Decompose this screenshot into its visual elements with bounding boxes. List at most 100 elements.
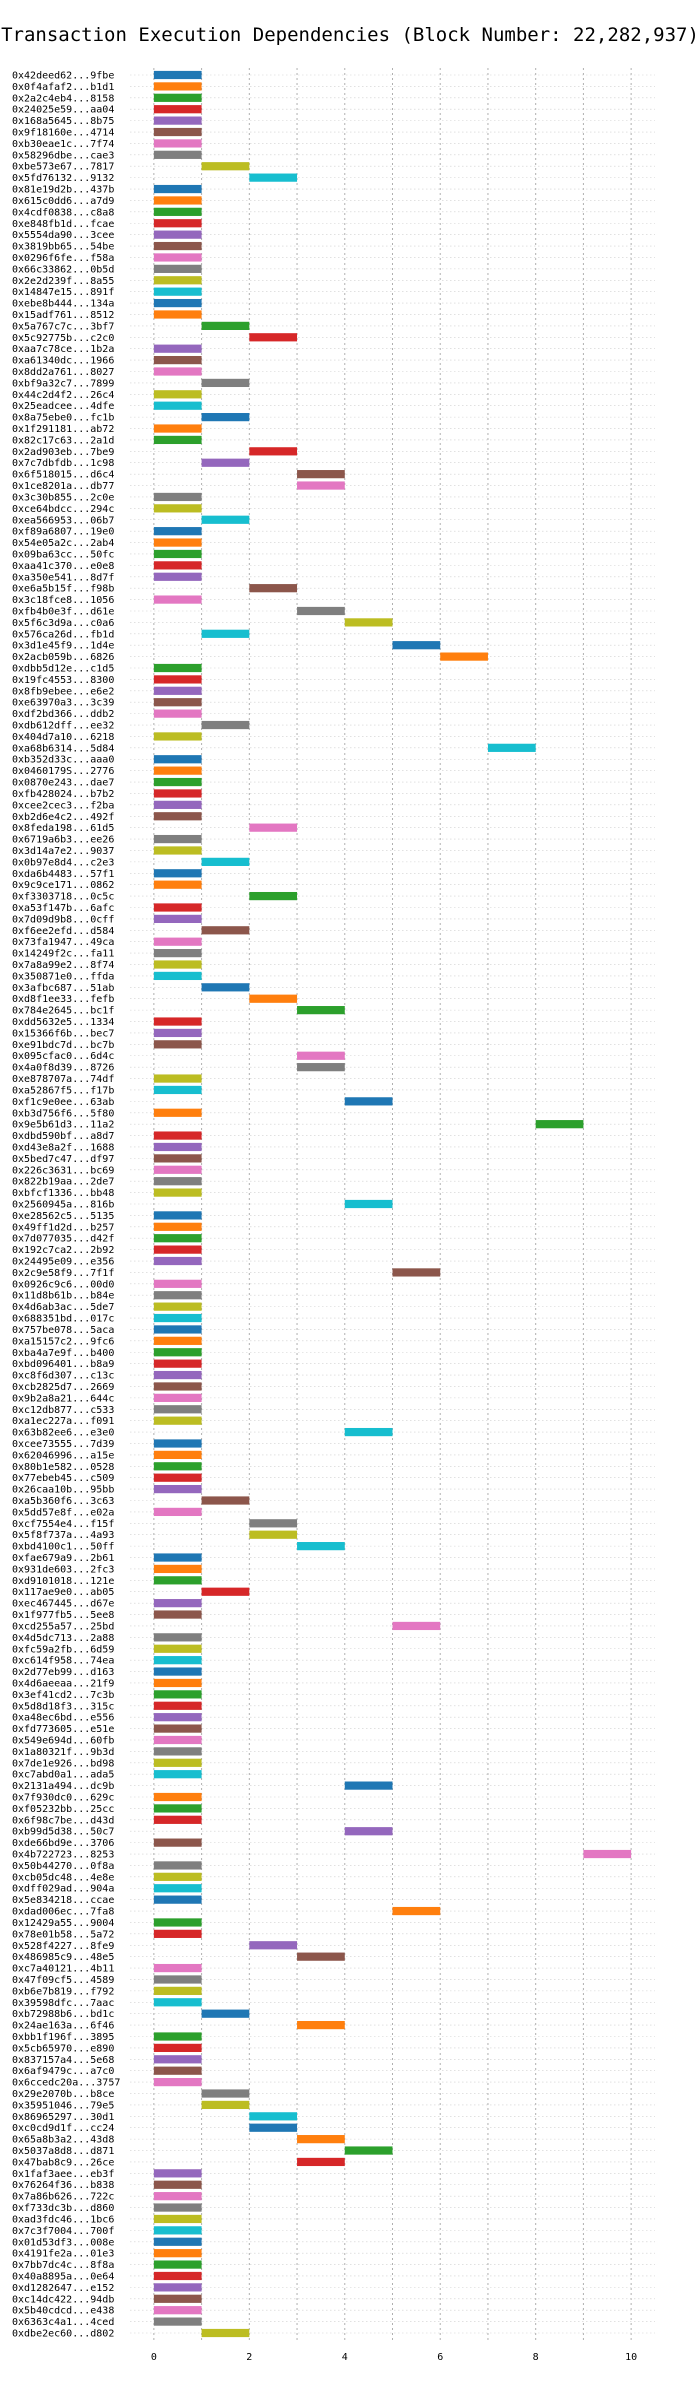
transaction-bar	[153, 492, 202, 502]
y-tick-label: 0x12429a55...9004	[12, 1918, 114, 1929]
y-tick-label: 0x5f6c3d9a...c0a6	[12, 618, 114, 629]
transaction-bar	[153, 1302, 202, 1311]
y-tick-label: 0x1f291181...ab72	[12, 424, 114, 435]
transaction-bar	[583, 1849, 632, 1859]
transaction-bar	[392, 1621, 441, 1631]
transaction-bar	[153, 561, 202, 570]
y-tick-label: 0x3819bb65...54be	[12, 242, 114, 253]
transaction-bar	[153, 1735, 202, 1745]
y-tick-label: 0xa52867f5...f17b	[12, 1085, 114, 1096]
transaction-bar	[153, 1507, 202, 1517]
transaction-bar	[153, 2294, 202, 2303]
transaction-bar	[153, 1667, 202, 1676]
y-tick-label: 0x25eadcee...4dfe	[12, 401, 114, 412]
y-tick-label: 0x11d8b61b...b84e	[12, 1291, 114, 1302]
transaction-bar	[153, 1576, 202, 1585]
y-tick-label: 0xdd5632e5...1334	[12, 1017, 114, 1028]
y-tick-label: 0x0296f6fe...f58a	[12, 253, 114, 264]
y-tick-label: 0x26caa10b...95bb	[12, 1485, 114, 1496]
y-tick-label: 0x5b40cdcd...e438	[12, 2306, 114, 2317]
y-tick-label: 0xe848fb1d...fcae	[12, 219, 114, 230]
transaction-bar	[153, 1610, 202, 1619]
transaction-bar	[153, 2203, 202, 2212]
y-tick-label: 0x4d5dc713...2a88	[12, 1633, 114, 1644]
y-tick-label: 0x5554da90...3cee	[12, 230, 114, 241]
transaction-bar	[297, 1542, 345, 1551]
transaction-bar	[153, 93, 202, 102]
transaction-bar	[153, 937, 202, 946]
transaction-bar	[201, 1496, 250, 1505]
transaction-bar	[153, 777, 202, 787]
transaction-bar	[153, 686, 202, 695]
transaction-bar	[153, 960, 202, 969]
transaction-bar	[153, 834, 202, 844]
y-tick-label: 0xc14dc422...94db	[12, 2294, 114, 2305]
transaction-bar	[201, 2089, 250, 2098]
transaction-bar	[153, 1644, 202, 1653]
transaction-bar	[297, 2157, 345, 2167]
transaction-bar	[297, 606, 345, 616]
y-tick-label: 0xc7a40121...4b11	[12, 1964, 114, 1975]
transaction-bar	[153, 1713, 202, 1722]
y-tick-label: 0x15adf761...8512	[12, 310, 114, 321]
y-tick-label: 0x8a75ebe0...fc1b	[12, 413, 114, 424]
y-tick-label: 0xcd255a57...25bd	[12, 1621, 114, 1632]
transaction-bar	[153, 1405, 202, 1414]
y-tick-label: 0xe28562c5...5135	[12, 1211, 114, 1222]
transaction-bar	[153, 1473, 202, 1482]
y-tick-label: 0x35951046...79e5	[12, 2100, 114, 2111]
transaction-bar	[153, 105, 202, 114]
y-tick-label: 0xe6a5b15f...f98b	[12, 584, 114, 595]
y-tick-label: 0x7c3f7004...700f	[12, 2226, 114, 2237]
y-tick-label: 0xbd4100c1...50ff	[12, 1542, 114, 1553]
y-tick-label: 0x757be078...5aca	[12, 1325, 114, 1336]
y-tick-label: 0xbe573e67...7817	[12, 162, 114, 173]
y-tick-label: 0xfc59a2fb...6d59	[12, 1644, 114, 1655]
y-tick-label: 0x576ca26d...fb1d	[12, 629, 114, 640]
y-tick-label: 0x5fd76132...9132	[12, 173, 114, 184]
y-tick-label: 0x3afbc687...51ab	[12, 983, 114, 994]
y-tick-label: 0xcee73555...7d39	[12, 1439, 114, 1450]
transaction-bar	[153, 1165, 202, 1174]
y-tick-label: 0x0870e243...dae7	[12, 778, 114, 789]
transaction-bar	[297, 2020, 345, 2030]
y-tick-label: 0x7a86b626...722c	[12, 2192, 114, 2203]
y-tick-label: 0x931de603...2fc3	[12, 1564, 114, 1575]
y-tick-label: 0x9f18160e...4714	[12, 128, 114, 139]
transaction-bar	[153, 1279, 202, 1288]
transaction-bar	[297, 1006, 345, 1015]
transaction-bar	[297, 1063, 345, 1072]
y-tick-label: 0xd8f1ee33...fefb	[12, 994, 114, 1005]
y-tick-label: 0xdb612dff...ee32	[12, 721, 114, 732]
y-tick-label: 0xcee2cec3...f2ba	[12, 800, 114, 811]
y-tick-label: 0x58296dbe...cae3	[12, 150, 114, 161]
transaction-bar	[153, 1085, 202, 1095]
y-tick-label: 0x82c17c63...2a1d	[12, 435, 114, 446]
y-tick-label: 0x5e834218...ccae	[12, 1895, 114, 1906]
y-tick-label: 0xb3d756f6...5f80	[12, 1108, 114, 1119]
transaction-bar	[153, 2192, 202, 2201]
y-tick-label: 0x168a5645...8b75	[12, 116, 114, 127]
transaction-bar	[201, 321, 250, 330]
y-tick-label: 0x837157a4...5e68	[12, 2055, 114, 2066]
y-tick-label: 0x49ff1d2d...b257	[12, 1222, 114, 1233]
transaction-bar	[153, 1838, 202, 1847]
transaction-bar	[201, 2100, 250, 2110]
y-tick-label: 0x7de1e926...bd98	[12, 1758, 114, 1769]
y-tick-label: 0x3d1e45f9...1d4e	[12, 641, 114, 652]
y-tick-label: 0xda6b4483...57f1	[12, 869, 114, 880]
transaction-bar	[153, 1678, 202, 1688]
transaction-bar	[153, 812, 202, 821]
transaction-bar	[344, 1097, 393, 1106]
transaction-bar	[153, 1701, 202, 1710]
y-tick-label: 0xaa7c78ce...1b2a	[12, 344, 114, 355]
transaction-bar	[153, 1325, 202, 1334]
y-tick-label: 0xc12db877...c533	[12, 1405, 114, 1416]
transaction-bar	[249, 2112, 298, 2121]
y-tick-label: 0x688351bd...017c	[12, 1314, 114, 1325]
transaction-bar	[153, 1998, 202, 2007]
y-tick-label: 0xe91bdc7d...bc7b	[12, 1040, 114, 1051]
transaction-bar	[153, 298, 202, 308]
transaction-bar	[153, 2317, 202, 2326]
transaction-bar	[297, 470, 345, 479]
